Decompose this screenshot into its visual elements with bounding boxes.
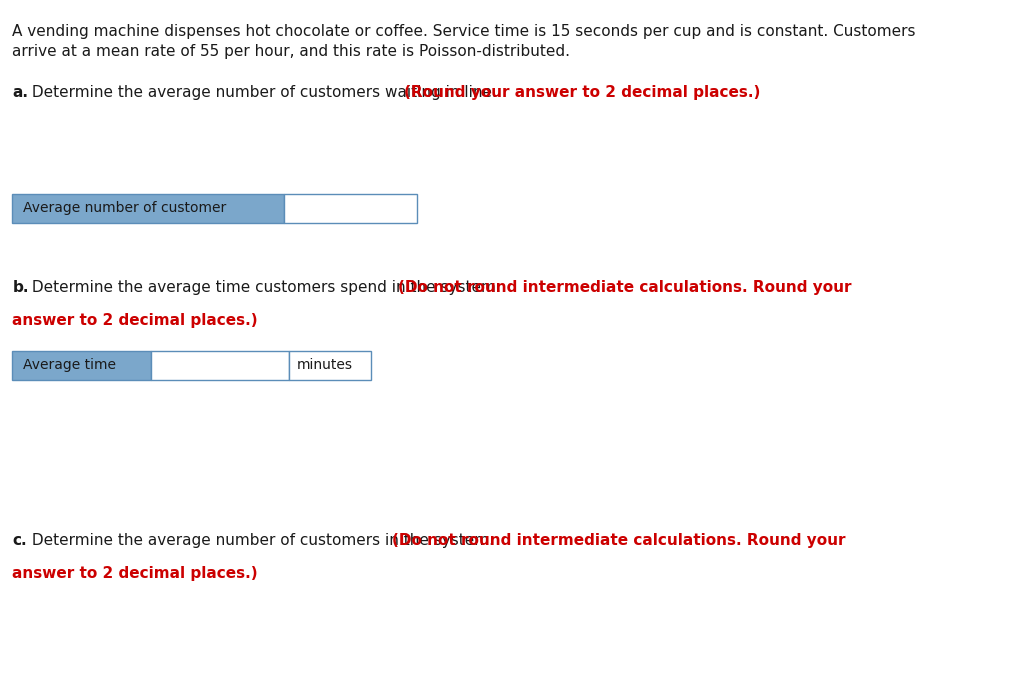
Text: (Do not round intermediate calculations. Round your: (Do not round intermediate calculations.…	[398, 280, 852, 295]
Text: (Do not round intermediate calculations. Round your: (Do not round intermediate calculations.…	[392, 533, 846, 548]
Text: c.: c.	[12, 533, 27, 548]
Text: Determine the average number of customers waiting in line.: Determine the average number of customer…	[27, 85, 502, 100]
Text: answer to 2 decimal places.): answer to 2 decimal places.)	[12, 313, 258, 328]
FancyBboxPatch shape	[12, 194, 284, 223]
FancyBboxPatch shape	[284, 194, 417, 223]
Text: A vending machine dispenses hot chocolate or coffee. Service time is 15 seconds : A vending machine dispenses hot chocolat…	[12, 24, 915, 39]
FancyBboxPatch shape	[12, 351, 151, 380]
Text: arrive at a mean rate of 55 per hour, and this rate is Poisson-distributed.: arrive at a mean rate of 55 per hour, an…	[12, 44, 570, 59]
Text: minutes: minutes	[297, 359, 353, 372]
Text: b.: b.	[12, 280, 29, 295]
FancyBboxPatch shape	[289, 351, 371, 380]
Text: answer to 2 decimal places.): answer to 2 decimal places.)	[12, 566, 258, 581]
Text: Average time: Average time	[23, 359, 116, 372]
Text: Determine the average time customers spend in the system.: Determine the average time customers spe…	[27, 280, 505, 295]
FancyBboxPatch shape	[151, 351, 289, 380]
Text: (Round your answer to 2 decimal places.): (Round your answer to 2 decimal places.)	[404, 85, 761, 100]
Text: Average number of customer: Average number of customer	[23, 201, 225, 215]
Text: Determine the average number of customers in the system.: Determine the average number of customer…	[27, 533, 499, 548]
Text: a.: a.	[12, 85, 29, 100]
